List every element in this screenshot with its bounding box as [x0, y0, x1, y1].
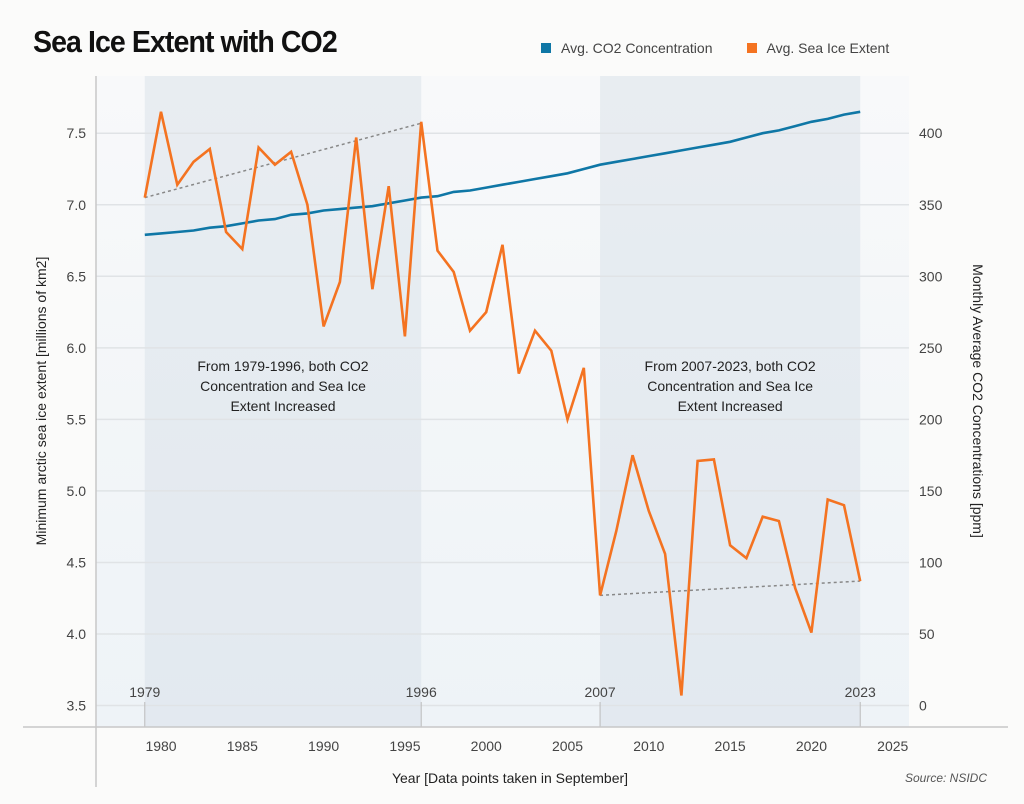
y-right-tick-label: 250: [919, 340, 943, 356]
period-marker-label: 2007: [584, 684, 615, 700]
x-axis-label: Year [Data points taken in September]: [392, 770, 628, 786]
x-tick-label: 2025: [877, 738, 908, 754]
y-left-tick-label: 4.5: [67, 554, 87, 570]
x-tick-label: 2000: [471, 738, 502, 754]
y-left-tick-label: 7.0: [67, 197, 87, 213]
y-right-tick-label: 400: [919, 125, 943, 141]
y-right-tick-label: 350: [919, 197, 943, 213]
y-right-tick-label: 150: [919, 483, 943, 499]
x-tick-label: 2015: [715, 738, 746, 754]
legend-item-co2: Avg. CO2 Concentration: [541, 40, 713, 56]
y-left-tick-label: 6.5: [67, 268, 87, 284]
x-tick-label: 1980: [145, 738, 176, 754]
co2-line: [144, 110, 861, 237]
y-left-tick-label: 5.5: [67, 411, 87, 427]
legend-swatch-co2: [541, 43, 551, 53]
y-right-tick-label: 300: [919, 268, 943, 284]
period-annotation: Extent Increased: [678, 398, 783, 414]
y-left-tick-label: 7.5: [67, 125, 87, 141]
y-right-tick-label: 50: [919, 626, 935, 642]
legend-label-ice: Avg. Sea Ice Extent: [766, 40, 890, 56]
period-marker-label: 1979: [129, 684, 160, 700]
highlight-period-1: [600, 76, 861, 727]
x-tick-label: 1985: [227, 738, 258, 754]
legend-label-co2: Avg. CO2 Concentration: [561, 40, 713, 56]
period-annotation: Concentration and Sea Ice: [200, 378, 366, 394]
period-annotation: From 1979-1996, both CO2: [197, 358, 368, 374]
period-annotation: From 2007-2023, both CO2: [645, 358, 816, 374]
y-left-tick-label: 4.0: [67, 626, 87, 642]
x-tick-label: 2005: [552, 738, 583, 754]
sea-ice-line: [143, 111, 862, 696]
period-marker-label: 1996: [406, 684, 437, 700]
source-note: Source: NSIDC: [905, 771, 987, 785]
y-right-tick-label: 0: [919, 698, 927, 714]
y-left-tick-label: 5.0: [67, 483, 87, 499]
y-axis-left-label: Minimum arctic sea ice extent [millions …: [33, 257, 49, 546]
y-left-tick-label: 3.5: [67, 698, 87, 714]
period-annotation: Extent Increased: [230, 398, 335, 414]
x-tick-label: 1990: [308, 738, 339, 754]
highlight-period-0: [144, 76, 422, 727]
x-tick-label: 2010: [633, 738, 664, 754]
period-marker-label: 2023: [845, 684, 876, 700]
x-tick-label: 1995: [389, 738, 420, 754]
legend: Avg. CO2 Concentration Avg. Sea Ice Exte…: [541, 40, 889, 56]
chart-title: Sea Ice Extent with CO2: [33, 24, 338, 59]
y-right-tick-label: 200: [919, 411, 943, 427]
legend-item-ice: Avg. Sea Ice Extent: [746, 40, 890, 56]
period-annotation: Concentration and Sea Ice: [647, 378, 813, 394]
legend-swatch-ice: [746, 43, 757, 53]
y-left-tick-label: 6.0: [67, 340, 87, 356]
y-right-tick-label: 100: [919, 554, 943, 570]
x-tick-label: 2020: [796, 738, 827, 754]
y-axis-right-label: Monthly Average CO2 Concentrations [ppm]: [970, 264, 986, 538]
